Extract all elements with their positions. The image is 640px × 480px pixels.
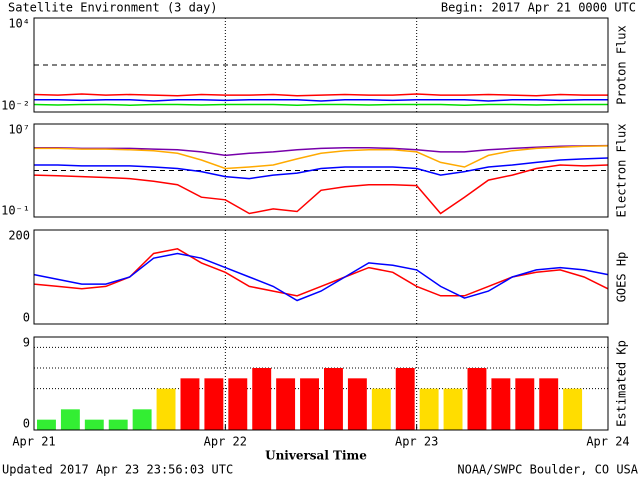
y-tick-label: 10⁻²: [1, 99, 30, 113]
y-tick-label: 0: [23, 417, 30, 431]
x-tick-label: Apr 22: [204, 435, 247, 449]
y-tick-label: 0: [23, 311, 30, 325]
series-line: [34, 145, 609, 170]
bar: [156, 388, 176, 430]
series-line: [34, 144, 609, 157]
y-tick-label: 10⁷: [8, 123, 30, 137]
series-line: [33, 103, 608, 106]
panel-frame: [33, 229, 609, 325]
series-line: [34, 157, 609, 180]
bar: [228, 378, 248, 430]
bar: [539, 378, 559, 430]
y-tick-label: 200: [8, 229, 30, 243]
panel-frame: [33, 123, 609, 218]
bar: [563, 388, 583, 430]
bar: [204, 378, 224, 430]
panel-frame: [33, 17, 609, 113]
x-tick-label: Apr 23: [395, 435, 438, 449]
bar: [300, 378, 319, 430]
x-tick-label: Apr 24: [586, 435, 629, 449]
series-line: [33, 164, 609, 215]
bar: [491, 378, 511, 430]
begin-label: Begin: 2017 Apr 21 0000 UTC: [441, 1, 636, 15]
bar: [276, 378, 296, 430]
panel-frame: [33, 336, 609, 431]
bar: [467, 368, 487, 430]
series-line: [33, 248, 609, 297]
y-tick-label: 9: [23, 336, 30, 350]
bar: [515, 378, 535, 430]
updated-label: Updated 2017 Apr 23 23:56:03 UTC: [2, 463, 233, 477]
bar: [419, 388, 439, 430]
x-axis-label: Universal Time: [265, 449, 367, 463]
y-tick-label: 10⁴: [8, 17, 30, 31]
bar: [132, 409, 152, 430]
bar: [60, 409, 80, 430]
bar: [108, 419, 128, 430]
bar: [180, 378, 200, 430]
bar: [371, 388, 391, 430]
bar: [324, 368, 343, 430]
bar: [37, 419, 56, 430]
series-line: [33, 93, 608, 97]
bar: [395, 368, 415, 430]
y-axis-label: Estimated Kp: [615, 340, 629, 427]
bar: [347, 378, 367, 430]
y-axis-label: Electron Flux: [615, 124, 629, 218]
chart-title: Satellite Environment (3 day): [8, 1, 218, 15]
y-tick-label: 10⁻¹: [1, 204, 30, 218]
credit-label: NOAA/SWPC Boulder, CO USA: [457, 463, 638, 477]
bar: [443, 388, 463, 430]
y-axis-label: GOES Hp: [615, 252, 629, 303]
series-line: [34, 99, 608, 102]
series-line: [33, 252, 609, 302]
x-tick-label: Apr 21: [12, 435, 55, 449]
bar: [84, 419, 104, 430]
y-axis-label: Proton Flux: [615, 25, 629, 104]
bar: [252, 368, 272, 430]
